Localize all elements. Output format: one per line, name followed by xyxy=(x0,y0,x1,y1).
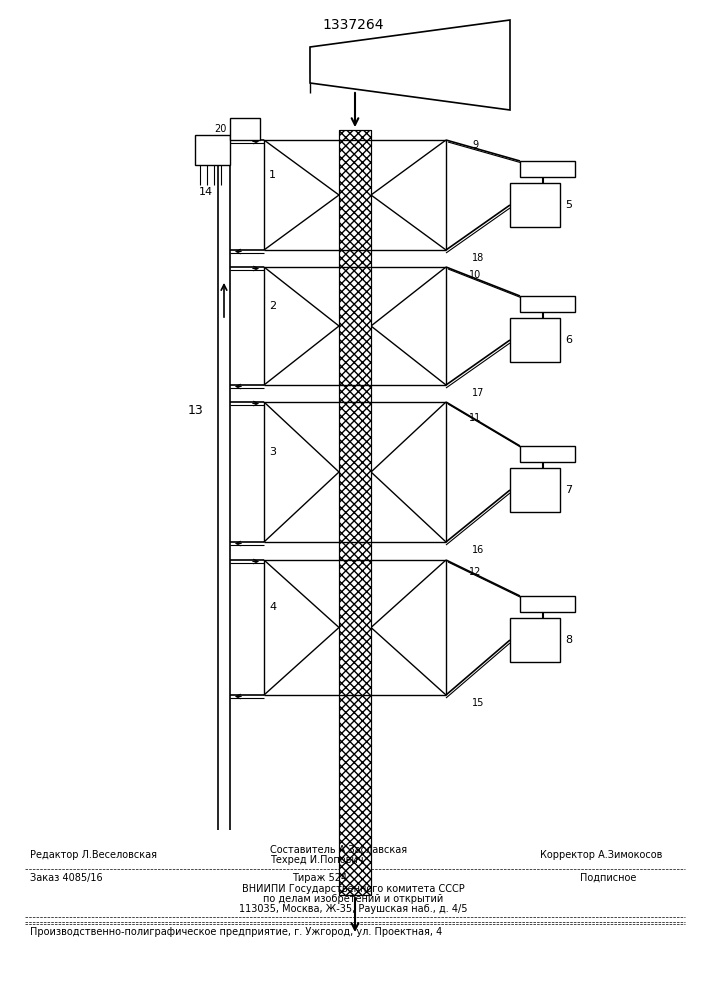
Bar xyxy=(230,118,260,140)
Text: 15: 15 xyxy=(472,698,484,708)
Text: по делам изобретений и открытий: по делам изобретений и открытий xyxy=(263,894,443,904)
Bar xyxy=(520,446,575,462)
Bar xyxy=(510,183,560,227)
Bar xyxy=(339,695,371,895)
Bar xyxy=(339,402,371,542)
Bar xyxy=(339,385,371,402)
Text: 3: 3 xyxy=(269,447,276,457)
Text: Составитель А.Заславская: Составитель А.Заславская xyxy=(270,845,407,855)
Text: Заказ 4085/16: Заказ 4085/16 xyxy=(30,873,103,883)
Bar xyxy=(510,618,560,662)
Text: 16: 16 xyxy=(472,545,484,555)
Bar xyxy=(339,250,371,267)
Bar xyxy=(339,560,371,695)
Bar xyxy=(339,542,371,560)
Text: 1: 1 xyxy=(269,170,276,180)
Text: 19: 19 xyxy=(206,145,218,155)
Bar xyxy=(339,140,371,250)
Bar xyxy=(520,296,575,312)
Text: 17: 17 xyxy=(472,388,484,398)
Text: Производственно-полиграфическое предприятие, г. Ужгород, ул. Проектная, 4: Производственно-полиграфическое предприя… xyxy=(30,927,443,937)
Bar xyxy=(339,267,371,385)
Text: 9: 9 xyxy=(472,139,478,149)
Bar xyxy=(339,385,371,402)
Text: 20: 20 xyxy=(215,124,227,134)
Text: 10: 10 xyxy=(469,270,481,280)
Text: 12: 12 xyxy=(469,567,481,577)
Bar xyxy=(339,560,371,695)
Bar xyxy=(520,596,575,612)
Text: 11: 11 xyxy=(469,413,481,423)
Bar xyxy=(339,267,371,385)
Text: 14: 14 xyxy=(199,187,213,197)
Text: Корректор А.Зимокосов: Корректор А.Зимокосов xyxy=(540,850,662,860)
Bar xyxy=(339,140,371,250)
Text: 6: 6 xyxy=(565,335,572,345)
Polygon shape xyxy=(310,20,510,110)
Bar xyxy=(339,130,371,140)
Bar xyxy=(339,695,371,895)
Text: 5: 5 xyxy=(565,200,572,210)
Bar xyxy=(339,130,371,140)
Text: Подписное: Подписное xyxy=(580,873,636,883)
Text: 18: 18 xyxy=(472,253,484,263)
Bar xyxy=(510,318,560,362)
Bar xyxy=(520,161,575,177)
Text: 1337264: 1337264 xyxy=(322,18,384,32)
Text: 8: 8 xyxy=(565,635,572,645)
Text: Редактор Л.Веселовская: Редактор Л.Веселовская xyxy=(30,850,157,860)
Text: Тираж 524: Тираж 524 xyxy=(293,873,348,883)
Bar xyxy=(339,250,371,267)
Text: 2: 2 xyxy=(269,301,276,311)
Text: 4: 4 xyxy=(269,602,276,612)
Text: 7: 7 xyxy=(565,485,572,495)
Text: Техред И.Попович: Техред И.Попович xyxy=(270,855,363,865)
Text: 113035, Москва, Ж-35, Раушская наб., д. 4/5: 113035, Москва, Ж-35, Раушская наб., д. … xyxy=(239,904,467,914)
Bar xyxy=(339,542,371,560)
Bar xyxy=(510,468,560,512)
Text: 13: 13 xyxy=(187,403,203,416)
Text: 21: 21 xyxy=(474,30,486,40)
Text: ВНИИПИ Государственного комитета СССР: ВНИИПИ Государственного комитета СССР xyxy=(242,884,464,894)
Bar xyxy=(339,402,371,542)
Bar xyxy=(195,135,230,165)
